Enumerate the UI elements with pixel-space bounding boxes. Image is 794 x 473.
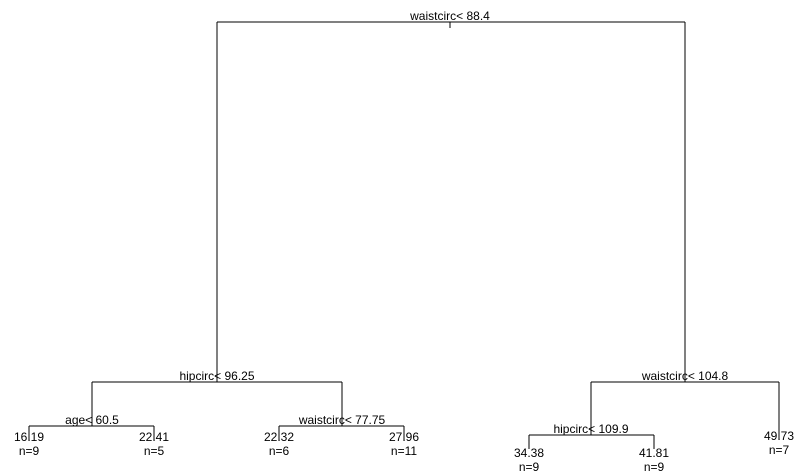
- split-label-l: hipcirc< 96.25: [179, 369, 254, 383]
- split-node-l: hipcirc< 96.25: [91, 369, 343, 426]
- leaf-value: 41.81: [639, 446, 669, 460]
- leaf-node-4: 27.96 n=11: [389, 430, 419, 458]
- leaf-count: n=9: [19, 444, 40, 458]
- leaf-node-6: 41.81 n=9: [639, 446, 669, 473]
- split-label-lr: waistcirc< 77.75: [298, 413, 386, 427]
- leaf-node-5: 34.38 n=9: [514, 446, 544, 473]
- split-node-root: waistcirc< 88.4: [216, 9, 686, 382]
- split-node-ll: age< 60.5: [28, 413, 155, 440]
- leaf-count: n=7: [769, 443, 790, 457]
- split-label-rl: hipcirc< 109.9: [553, 422, 628, 436]
- leaf-count: n=9: [644, 460, 665, 473]
- split-node-r: waistcirc< 104.8: [590, 369, 780, 440]
- leaf-count: n=9: [519, 460, 540, 473]
- leaf-value: 49.73: [764, 429, 794, 443]
- leaf-node-3: 22.32 n=6: [264, 430, 294, 458]
- leaf-node-1: 16.19 n=9: [14, 430, 44, 458]
- leaf-count: n=6: [269, 444, 290, 458]
- leaf-count: n=11: [391, 444, 417, 458]
- leaf-node-2: 22.41 n=5: [139, 430, 169, 458]
- split-label-r: waistcirc< 104.8: [641, 369, 729, 383]
- leaf-count: n=5: [144, 444, 165, 458]
- split-node-rl: hipcirc< 109.9: [528, 422, 655, 449]
- split-label-ll: age< 60.5: [65, 413, 119, 427]
- leaf-value: 16.19: [14, 430, 44, 444]
- leaf-node-7: 49.73 n=7: [764, 429, 794, 457]
- leaf-value: 34.38: [514, 446, 544, 460]
- split-label-root: waistcirc< 88.4: [409, 9, 490, 23]
- split-node-lr: waistcirc< 77.75: [278, 413, 405, 440]
- leaf-value: 27.96: [389, 430, 419, 444]
- leaf-value: 22.32: [264, 430, 294, 444]
- leaf-value: 22.41: [139, 430, 169, 444]
